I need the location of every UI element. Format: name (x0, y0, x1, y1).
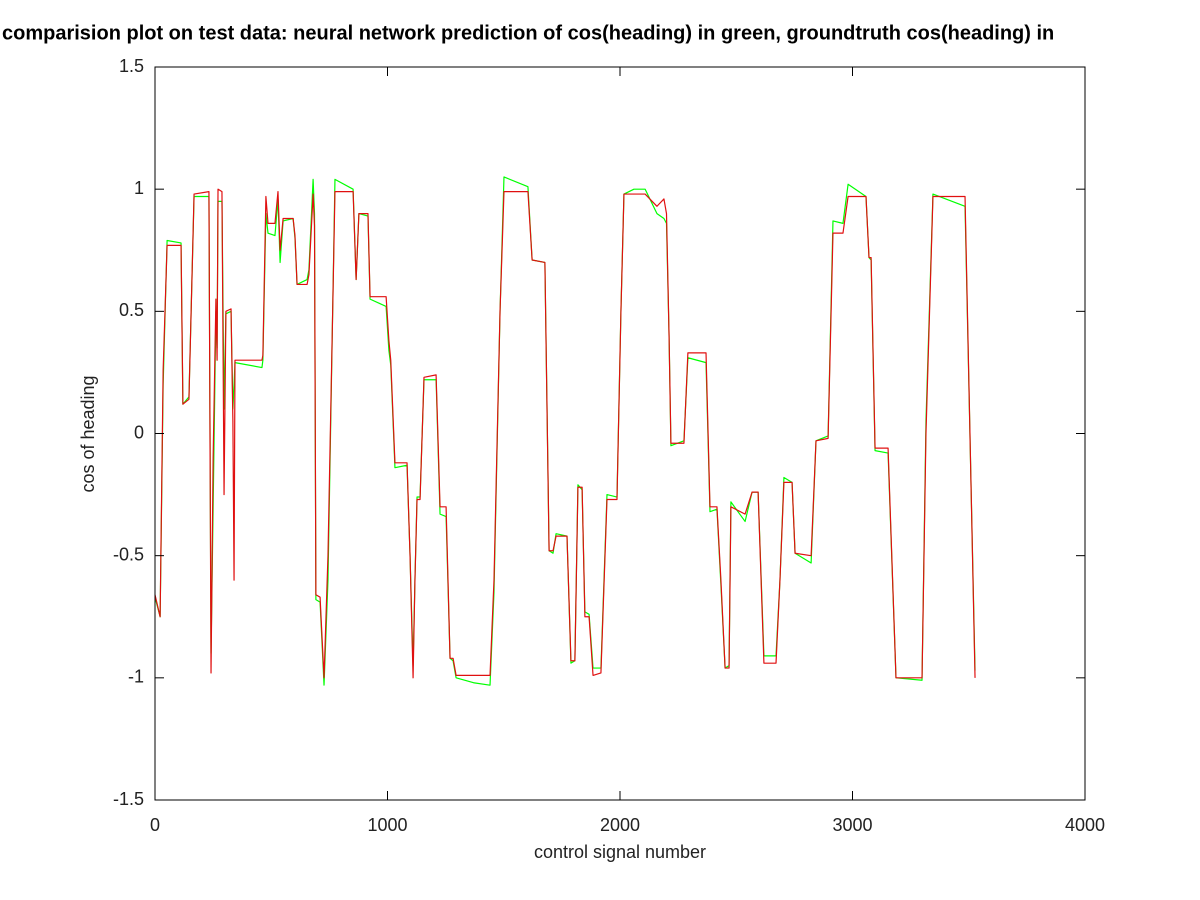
plot-area (154, 176, 976, 686)
x-tick-label: 0 (150, 815, 160, 835)
x-tick-label: 3000 (832, 815, 872, 835)
y-tick-label: 0 (134, 422, 144, 442)
series-line (154, 176, 976, 686)
x-tick-label: 1000 (367, 815, 407, 835)
y-tick-label: -1.5 (113, 789, 144, 809)
chart-title: comparision plot on test data: neural ne… (2, 22, 1054, 44)
x-axis-label: control signal number (534, 842, 706, 862)
y-tick-label: 1 (134, 178, 144, 198)
x-tick-label: 2000 (600, 815, 640, 835)
y-axis-label: cos of heading (78, 375, 98, 492)
y-tick-label: 0.5 (119, 300, 144, 320)
y-tick-label: 1.5 (119, 56, 144, 76)
series-line (154, 188, 976, 679)
x-tick-label: 4000 (1065, 815, 1105, 835)
y-tick-label: -1 (128, 667, 144, 687)
y-tick-label: -0.5 (113, 544, 144, 564)
